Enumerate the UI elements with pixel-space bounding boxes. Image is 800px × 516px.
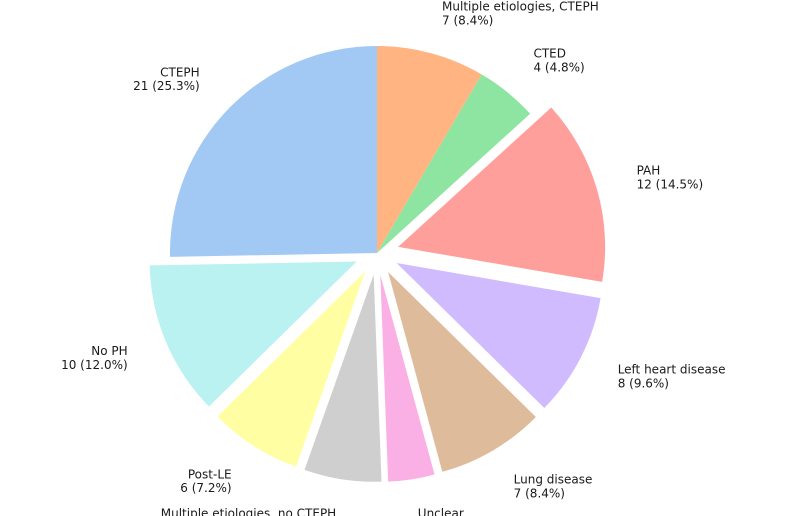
slice-name: CTED — [533, 46, 566, 60]
slice-label-unclear: Unclear3 (3.6%) — [418, 506, 469, 516]
slice-label-cteph: CTEPH 21 (25.3%) — [133, 65, 200, 93]
pie-slice-lung-disease — [388, 271, 536, 472]
slice-label-multiple-etiologies-no-cteph: Multiple etiologies, no CTEPH5 (6.0%) — [161, 506, 336, 516]
pie-slice-pah — [398, 107, 606, 282]
slice-label-multiple-etiologies-cteph: Multiple etiologies, CTEPH 7 (8.4%) — [442, 0, 599, 27]
slice-name: Multiple etiologies, CTEPH — [442, 0, 599, 13]
pie-labels: CTEPH 21 (25.3%) No PH 10 (12.0%) Post-LE 6 (… — [61, 0, 725, 516]
slice-name: Post-LE — [188, 467, 232, 481]
pie-slice-cted — [377, 74, 531, 254]
slice-value: 6 (7.2%) — [180, 481, 231, 495]
pie-slices — [149, 46, 606, 482]
pie-slice-unclear — [380, 274, 435, 482]
slice-label-left-heart-disease: Left heart disease 8 (9.6%) — [618, 362, 726, 390]
pie-slice-post-le — [217, 271, 366, 467]
slice-label-post-le: Post-LE 6 (7.2%) — [180, 467, 231, 495]
slice-label-cted: CTED 4 (4.8%) — [533, 46, 584, 74]
pie-slice-multiple-etiologies-cteph — [377, 46, 482, 253]
slice-value: 10 (12.0%) — [61, 357, 128, 371]
slice-name: Lung disease — [514, 472, 593, 486]
slice-name: PAH — [637, 163, 661, 177]
pie-slice-no-ph — [149, 261, 357, 407]
slice-name: CTEPH — [160, 65, 200, 79]
slice-name: Unclear — [418, 506, 464, 516]
slice-value: 8 (9.6%) — [618, 376, 669, 390]
slice-value: 7 (8.4%) — [442, 13, 493, 27]
slice-name: Multiple etiologies, no CTEPH — [161, 506, 336, 516]
slice-value: 12 (14.5%) — [637, 177, 704, 191]
pie-slice-cteph — [170, 46, 377, 257]
pie-slice-left-heart-disease — [396, 263, 601, 409]
slice-value: 21 (25.3%) — [133, 79, 200, 93]
pie-slice-multiple-etiologies-no-cteph — [304, 274, 382, 482]
slice-label-no-ph: No PH 10 (12.0%) — [61, 344, 128, 372]
slice-label-lung-disease: Lung disease 7 (8.4%) — [514, 472, 593, 500]
slice-name: No PH — [91, 344, 127, 358]
slice-value: 4 (4.8%) — [533, 60, 584, 74]
slice-name: Left heart disease — [618, 362, 726, 376]
slice-label-pah: PAH 12 (14.5%) — [637, 163, 704, 191]
slice-value: 7 (8.4%) — [514, 486, 565, 500]
